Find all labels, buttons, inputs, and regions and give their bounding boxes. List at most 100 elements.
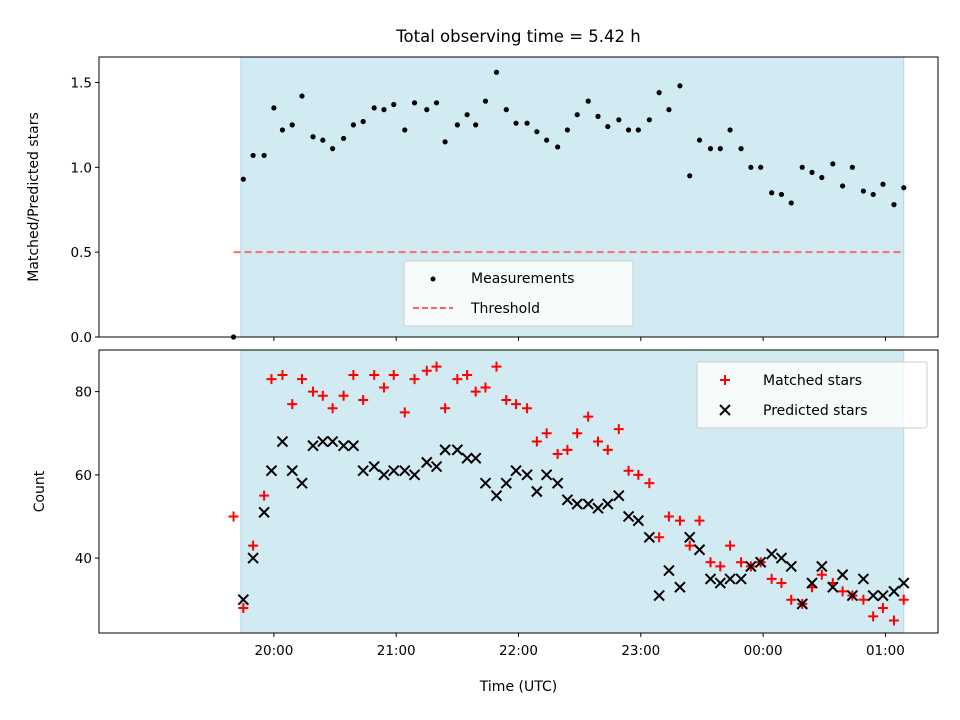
matched-star-point (766, 573, 777, 584)
matched-star-point (583, 411, 594, 422)
measurement-point (555, 144, 561, 150)
predicted-star-point (561, 494, 574, 506)
matched-star-point (248, 540, 259, 551)
x-tick-label: 23:00 (621, 643, 660, 659)
matched-star-point (369, 369, 380, 380)
matched-star-point (644, 478, 655, 489)
x-axis-label: Time (UTC) (479, 679, 557, 695)
predicted-star-point (867, 589, 879, 602)
measurement-point (880, 181, 886, 187)
measurement-point (513, 120, 519, 126)
threshold-legend-label: Threshold (470, 301, 540, 317)
predicted-legend-marker (719, 404, 731, 416)
count-y-ticks: 40 60 80 (75, 385, 99, 567)
predicted-star-point (674, 581, 686, 593)
matched-star-point (327, 403, 338, 414)
measurement-point (656, 90, 662, 96)
measurement-point (493, 69, 500, 75)
matched-star-point (238, 603, 249, 614)
predicted-star-point (663, 564, 675, 577)
predicted-star-point (451, 444, 464, 456)
x-tick-label: 00:00 (744, 643, 783, 659)
count-legend-box (696, 361, 928, 429)
matched-star-point (470, 386, 481, 397)
predicted-star-point (613, 489, 625, 502)
ratio-y-ticks: 0.0 0.5 1.0 1.5 (71, 75, 99, 346)
predicted-star-point (857, 573, 870, 585)
predicted-star-point (357, 464, 369, 477)
y-tick-label: 1.0 (71, 160, 92, 176)
measurement-point (402, 127, 408, 133)
matched-star-point (399, 407, 410, 418)
x-tick-label: 22:00 (499, 643, 538, 659)
measurement-point (585, 98, 591, 104)
predicted-star-point (237, 593, 250, 606)
y-tick-label: 80 (75, 385, 92, 401)
ratio-x-ticks (273, 337, 886, 341)
measurement-point (503, 107, 509, 113)
predicted-star-point (399, 464, 411, 477)
matched-star-point (663, 511, 674, 522)
matched-star-point (511, 399, 522, 410)
matched-star-point (613, 424, 624, 435)
measurement-point (748, 164, 754, 170)
measurement-point (544, 137, 550, 143)
matched-star-point (266, 374, 277, 385)
predicted-star-point (582, 498, 594, 510)
matched-stars-points (228, 361, 909, 626)
matched-star-point (592, 436, 603, 447)
matched-star-point (694, 515, 705, 526)
matched-star-point (480, 382, 491, 393)
measurement-point (769, 190, 775, 196)
matched-star-point (552, 449, 563, 460)
measurement-point (289, 122, 295, 128)
predicted-star-point (846, 589, 859, 602)
figure-title: Total observing time = 5.42 h (395, 27, 640, 46)
predicted-star-point (296, 477, 308, 489)
measurement-legend-label: Measurements (471, 271, 574, 287)
predicted-star-point (430, 460, 443, 473)
x-tick-label: 20:00 (254, 643, 293, 659)
predicted-star-point (378, 469, 390, 481)
predicted-star-point (521, 469, 533, 481)
ratio-legend: Measurements Threshold (403, 260, 634, 327)
measurement-point (830, 161, 836, 167)
predicted-star-point (796, 598, 808, 610)
matched-legend-marker-shape (720, 375, 730, 385)
predicted-star-point (551, 477, 564, 489)
matched-star-point (858, 594, 869, 605)
predicted-star-point (754, 556, 767, 568)
matched-star-point (888, 615, 899, 626)
matched-star-point (633, 469, 644, 480)
measurement-point (687, 173, 693, 179)
y-tick-label: 60 (75, 468, 92, 484)
measurement-point (534, 129, 540, 135)
predicted-star-point (602, 498, 614, 510)
predicted-star-point (827, 581, 839, 593)
matched-star-point (409, 374, 420, 385)
predicted-star-point (317, 435, 329, 448)
measurement-point (454, 122, 460, 128)
count-panel: 40 60 80 20:00 21:00 22:00 23:00 00:00 01:00 Co… (32, 349, 939, 695)
matched-star-point (501, 394, 512, 405)
measurement-point (707, 146, 714, 152)
predicted-star-point (785, 560, 797, 573)
matched-star-point (440, 403, 451, 414)
measurement-point (250, 152, 256, 159)
measurement-point (595, 113, 601, 119)
predicted-star-point (745, 560, 757, 573)
predicted-star-point (531, 485, 543, 498)
predicted-legend-label: Predicted stars (763, 403, 868, 419)
matched-star-point (277, 369, 288, 380)
measurement-point (240, 176, 246, 182)
ratio-y-axis-label: Matched/Predicted stars (26, 112, 42, 282)
predicted-star-point (877, 589, 889, 602)
measurement-point (464, 112, 470, 118)
predicted-star-point (286, 464, 298, 477)
predicted-star-point (836, 569, 849, 581)
predicted-star-point (439, 444, 451, 456)
measurement-point (646, 117, 652, 123)
measurement-point (778, 191, 785, 198)
measurement-point (482, 98, 489, 104)
